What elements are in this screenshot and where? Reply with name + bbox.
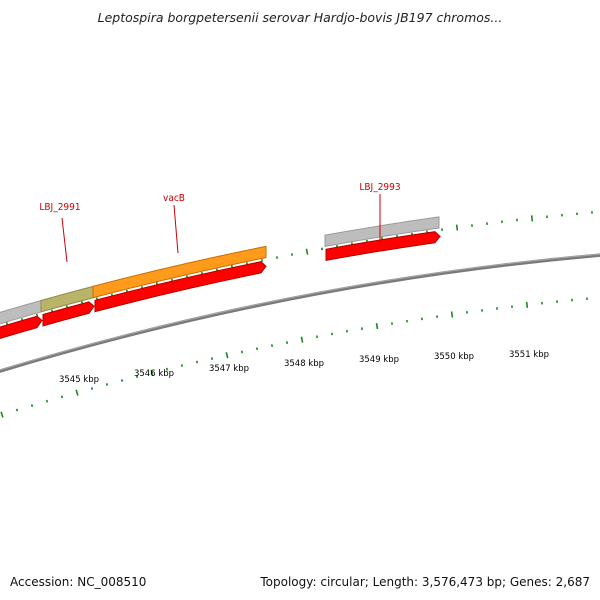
topology-summary: Topology: circular; Length: 3,576,473 bp… [260, 575, 590, 589]
minor-tick [15, 408, 19, 412]
minor-tick [210, 357, 214, 360]
major-tick [450, 311, 454, 318]
gene-label-leaders [61, 194, 381, 263]
gene-feature-lbj2993[interactable] [324, 216, 440, 247]
scale-label: 3550 kbp [434, 352, 474, 362]
minor-tick [255, 347, 259, 351]
minor-tick [30, 404, 34, 407]
major-tick [530, 215, 534, 222]
accession-label: Accession: NC_008510 [10, 575, 147, 589]
major-tick [455, 224, 459, 231]
minor-tick [240, 350, 244, 354]
major-tick [300, 336, 304, 343]
minor-tick [270, 344, 274, 347]
minor-tick [135, 375, 139, 379]
major-tick [375, 322, 379, 330]
major-tick [75, 389, 79, 396]
minor-tick [45, 399, 49, 403]
map-title: Leptospira borgpetersenii serovar Hardjo… [97, 10, 503, 25]
chromosome-backbone [0, 253, 600, 373]
gene-label-vacb[interactable]: vacB [163, 193, 185, 204]
scale-labels: 3545 kbp 3546 kbp 3547 kbp 3548 kbp 3549… [59, 350, 549, 385]
inner-tick-ring [0, 297, 588, 418]
cds-track [0, 231, 441, 340]
cds-arrow[interactable] [0, 315, 43, 340]
minor-tick [60, 395, 64, 399]
cds-arrow[interactable] [94, 261, 267, 313]
scale-label: 3551 kbp [509, 350, 549, 360]
scale-label: 3548 kbp [284, 359, 324, 369]
feature-track-forward [0, 216, 440, 325]
major-tick [305, 248, 309, 255]
major-tick [150, 369, 154, 376]
outer-tick-ring [5, 211, 593, 327]
major-tick [225, 352, 229, 359]
minor-tick [120, 379, 124, 382]
scale-label: 3547 kbp [209, 364, 249, 374]
minor-tick [195, 360, 199, 364]
major-tick [0, 411, 4, 418]
gene-label-lbj2993[interactable]: LBJ_2993 [359, 182, 400, 193]
minor-tick [105, 383, 109, 386]
gene-label-lbj2991[interactable]: LBJ_2991 [39, 202, 80, 213]
scale-label: 3549 kbp [359, 355, 399, 365]
minor-tick [180, 364, 184, 367]
cds-arrow[interactable] [325, 231, 441, 261]
scale-label: 3545 kbp [59, 375, 99, 385]
major-tick [525, 301, 529, 308]
minor-tick [165, 367, 169, 371]
gene-feature-vacb[interactable] [92, 245, 267, 299]
cds-arrow[interactable] [42, 301, 95, 327]
scale-label: 3546 kbp [134, 369, 174, 379]
minor-tick [90, 387, 94, 390]
